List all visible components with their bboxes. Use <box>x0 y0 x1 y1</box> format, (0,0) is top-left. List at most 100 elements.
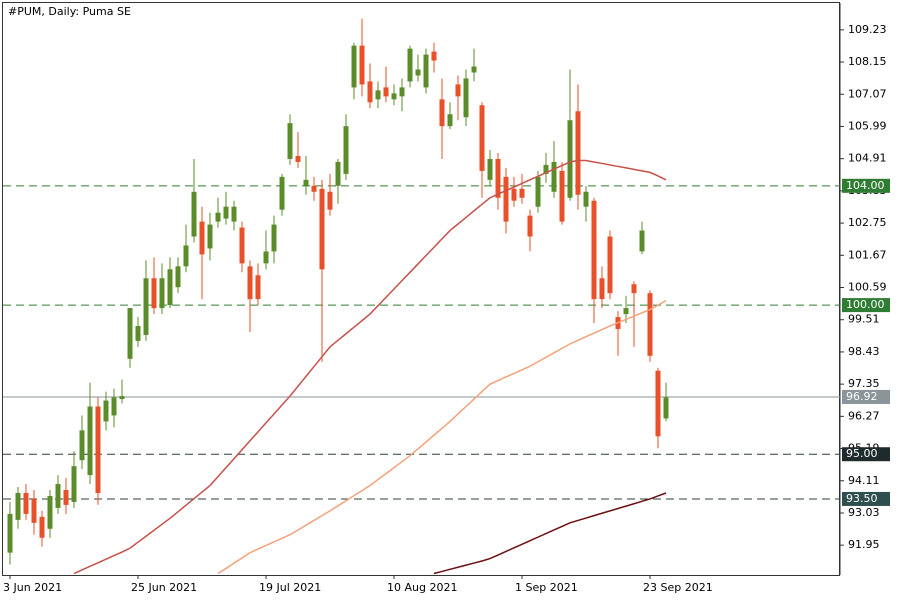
candle-body <box>423 54 429 88</box>
candle-body <box>151 278 157 309</box>
candle-body <box>343 126 349 174</box>
candle-body <box>303 179 309 186</box>
candle-body <box>639 230 645 252</box>
level-label: 95.00 <box>846 447 878 460</box>
y-tick-label: 109.23 <box>848 23 887 36</box>
candle-body <box>279 176 285 210</box>
candle-body <box>383 87 389 97</box>
y-tick-label: 98.43 <box>848 345 880 358</box>
level-label: 96.92 <box>846 390 878 403</box>
candle-body <box>319 188 325 270</box>
candle-body <box>87 406 93 476</box>
candle-body <box>447 114 453 127</box>
candle-body <box>135 325 141 341</box>
candle-body <box>591 200 597 300</box>
x-tick-label: 3 Jun 2021 <box>3 581 62 594</box>
candle-body <box>199 221 205 255</box>
level-label-bg <box>842 178 890 193</box>
y-tick-label: 102.75 <box>848 216 887 229</box>
candle-body <box>95 406 101 493</box>
y-tick-label: 94.11 <box>848 474 880 487</box>
candle-body <box>559 170 565 222</box>
candle-body <box>575 111 581 195</box>
level-label-bg <box>842 491 890 506</box>
candle-body <box>335 161 341 186</box>
candle-body <box>543 164 549 174</box>
candle-body <box>351 45 357 88</box>
candle-body <box>183 245 189 267</box>
plot-frame <box>2 2 840 576</box>
y-tick-label: 105.99 <box>848 119 887 132</box>
candle-body <box>79 430 85 461</box>
candle-body <box>287 123 293 159</box>
candle-body <box>535 176 541 207</box>
x-tick-label: 23 Sep 2021 <box>643 581 713 594</box>
y-tick-label: 107.07 <box>848 87 887 100</box>
candle-body <box>143 278 149 335</box>
x-tick-label: 10 Aug 2021 <box>387 581 457 594</box>
level-label: 93.50 <box>846 492 878 505</box>
x-tick-label: 1 Sep 2021 <box>515 581 578 594</box>
candle-body <box>71 466 77 502</box>
candle-body <box>479 105 485 171</box>
y-tick-label: 100.59 <box>848 281 887 294</box>
level-label: 100.00 <box>846 298 885 311</box>
candle-body <box>7 513 13 553</box>
candle-body <box>55 484 61 508</box>
level-label-bg <box>842 447 890 462</box>
candle-body <box>503 176 509 222</box>
candle-body <box>623 308 629 315</box>
candle-body <box>527 215 533 237</box>
candle-body <box>271 224 277 252</box>
level-label: 104.00 <box>846 179 885 192</box>
candle-body <box>551 161 557 192</box>
candle-body <box>327 191 333 210</box>
candle-body <box>127 308 133 359</box>
candle-body <box>263 251 269 264</box>
candle-body <box>111 397 117 416</box>
candle-body <box>295 155 301 162</box>
candle-body <box>607 236 613 294</box>
candle-body <box>391 93 397 100</box>
candle-body <box>63 490 69 505</box>
candle-body <box>399 87 405 97</box>
candle-body <box>415 69 421 76</box>
candle-body <box>439 99 445 127</box>
candle-body <box>23 492 29 514</box>
candle-body <box>367 81 373 103</box>
candle-body <box>159 278 165 309</box>
candle-body <box>455 84 461 97</box>
candle-body <box>119 396 125 400</box>
y-tick-label: 104.91 <box>848 152 887 165</box>
candle-body <box>15 492 21 520</box>
candle-body <box>223 206 229 219</box>
x-tick-label: 19 Jul 2021 <box>259 581 321 594</box>
candle-body <box>375 90 381 100</box>
candle-body <box>359 45 365 85</box>
moving-average <box>433 492 667 575</box>
candle-body <box>175 266 181 288</box>
candle-body <box>215 212 221 222</box>
candle-body <box>103 400 109 422</box>
candle-body <box>311 185 317 192</box>
y-tick-label: 93.03 <box>848 506 880 519</box>
candle-body <box>519 188 525 198</box>
candle-body <box>247 266 253 300</box>
moving-average <box>217 299 667 575</box>
level-label-bg <box>842 389 890 404</box>
candle-body <box>231 206 237 222</box>
candle-body <box>631 284 637 294</box>
chart-title: #PUM, Daily: Puma SE <box>8 5 131 18</box>
candle-body <box>487 158 493 180</box>
candle-body <box>583 191 589 207</box>
candle-body <box>495 158 501 198</box>
moving-average <box>73 159 667 575</box>
level-label-bg <box>842 298 890 313</box>
candle-body <box>47 495 53 529</box>
candle-body <box>599 278 605 300</box>
candle-body <box>471 66 477 73</box>
y-tick-label: 91.95 <box>848 538 880 551</box>
candle-body <box>31 498 37 523</box>
candle-body <box>431 51 437 61</box>
